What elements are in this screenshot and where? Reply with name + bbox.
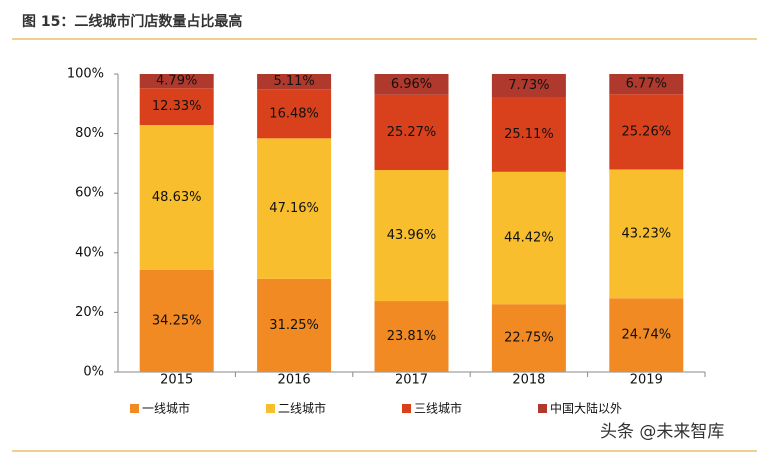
legend-swatch	[130, 404, 139, 413]
x-tick-label: 2017	[395, 373, 428, 388]
bar-segment	[609, 94, 684, 170]
legend-swatch	[402, 404, 411, 413]
value-label: 23.81%	[387, 329, 437, 344]
chart-title: 图 15：二线城市门店数量占比最高	[22, 13, 242, 30]
watermark: 头条 @未来智库	[600, 422, 724, 442]
bar-segment	[374, 301, 449, 372]
bar-segment	[609, 298, 684, 372]
legend-label: 一线城市	[142, 401, 190, 416]
value-label: 31.25%	[269, 318, 319, 333]
bar-segment	[139, 269, 214, 372]
value-label: 6.77%	[626, 77, 667, 92]
bar-segment	[491, 73, 566, 98]
value-label: 48.63%	[152, 190, 202, 205]
bar-segment	[491, 97, 566, 172]
value-label: 4.79%	[156, 74, 197, 89]
bar-segment	[609, 74, 684, 95]
bar-segment	[374, 170, 449, 302]
value-label: 24.74%	[622, 328, 672, 343]
bar-segment	[374, 94, 449, 171]
legend-label: 三线城市	[414, 401, 462, 416]
value-label: 44.42%	[504, 231, 554, 246]
x-tick-label: 2015	[160, 373, 193, 388]
value-label: 25.26%	[622, 124, 672, 139]
y-tick-label: 60%	[75, 186, 104, 201]
bar-segment	[257, 89, 332, 139]
bar-segment	[139, 88, 214, 126]
value-label: 6.96%	[391, 77, 432, 92]
value-label: 12.33%	[152, 99, 202, 114]
value-label: 34.25%	[152, 313, 202, 328]
bar-segment	[374, 74, 449, 95]
legend-label: 中国大陆以外	[550, 401, 622, 416]
value-label: 5.11%	[273, 74, 314, 89]
y-tick-label: 100%	[67, 67, 104, 82]
value-label: 47.16%	[269, 201, 319, 216]
bar-segment	[257, 138, 332, 279]
value-label: 22.75%	[504, 331, 554, 346]
legend-label: 二线城市	[278, 401, 326, 416]
value-label: 16.48%	[269, 106, 319, 121]
x-tick-label: 2019	[630, 373, 663, 388]
bar-segment	[257, 74, 332, 90]
y-tick-label: 40%	[75, 245, 104, 260]
legend-swatch	[266, 404, 275, 413]
value-label: 43.96%	[387, 228, 437, 243]
value-label: 7.73%	[508, 78, 549, 93]
x-tick-label: 2016	[278, 373, 311, 388]
value-label: 25.27%	[387, 125, 437, 140]
legend-swatch	[538, 404, 547, 413]
value-label: 25.11%	[504, 127, 554, 142]
x-tick-label: 2018	[512, 373, 545, 388]
bar-segment	[139, 125, 214, 270]
y-tick-label: 0%	[83, 365, 104, 380]
y-tick-label: 20%	[75, 305, 104, 320]
bar-segment	[491, 304, 566, 372]
bar-segment	[491, 171, 566, 305]
bar-segment	[257, 278, 332, 372]
value-label: 43.23%	[622, 226, 672, 241]
y-tick-label: 80%	[75, 126, 104, 141]
bar-segment	[609, 169, 684, 299]
bar-segment	[139, 74, 214, 89]
